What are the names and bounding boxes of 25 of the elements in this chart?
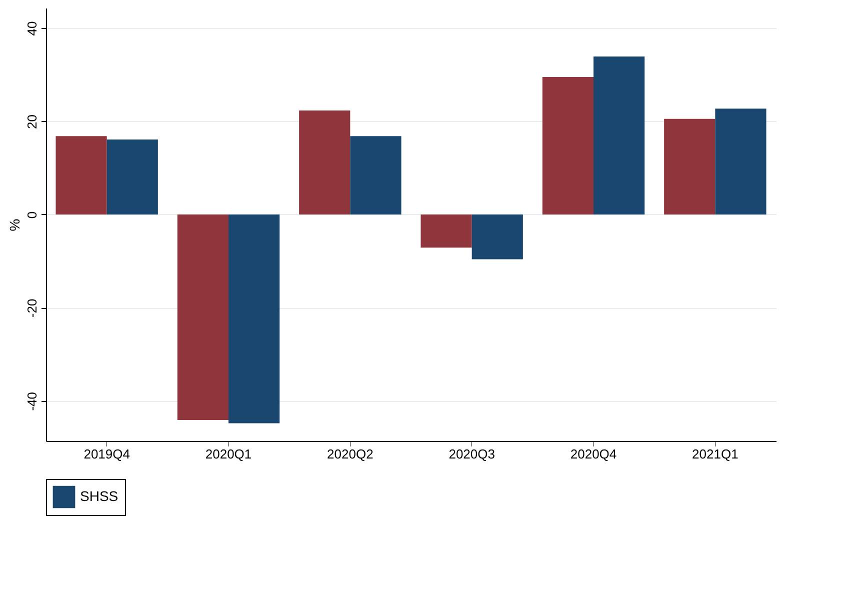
bar bbox=[472, 214, 523, 260]
bar bbox=[715, 108, 766, 214]
bar bbox=[177, 214, 228, 420]
y-tick-label: 20 bbox=[24, 114, 40, 129]
y-tick-label: -20 bbox=[24, 298, 40, 318]
x-tick-label: 2020Q2 bbox=[327, 446, 374, 462]
bar bbox=[228, 214, 280, 424]
bar bbox=[594, 56, 645, 214]
legend-label: SHSS bbox=[80, 488, 118, 504]
y-tick-label: 0 bbox=[24, 211, 40, 219]
bar bbox=[106, 139, 158, 214]
y-axis-title: % bbox=[6, 218, 22, 232]
bar bbox=[56, 136, 107, 214]
bar bbox=[299, 110, 350, 214]
y-tick-label: -40 bbox=[24, 392, 40, 411]
x-tick-label: 2020Q3 bbox=[448, 446, 495, 462]
bar bbox=[420, 214, 472, 248]
bar bbox=[664, 118, 716, 214]
bar bbox=[542, 76, 594, 214]
x-tick-label: 2020Q4 bbox=[570, 446, 617, 462]
x-tick-label: 2019Q4 bbox=[84, 446, 130, 462]
y-tick-label: 40 bbox=[24, 21, 40, 36]
bar bbox=[350, 136, 402, 214]
x-tick-label: 2020Q1 bbox=[205, 446, 252, 462]
x-tick-label: 2021Q1 bbox=[692, 446, 738, 462]
